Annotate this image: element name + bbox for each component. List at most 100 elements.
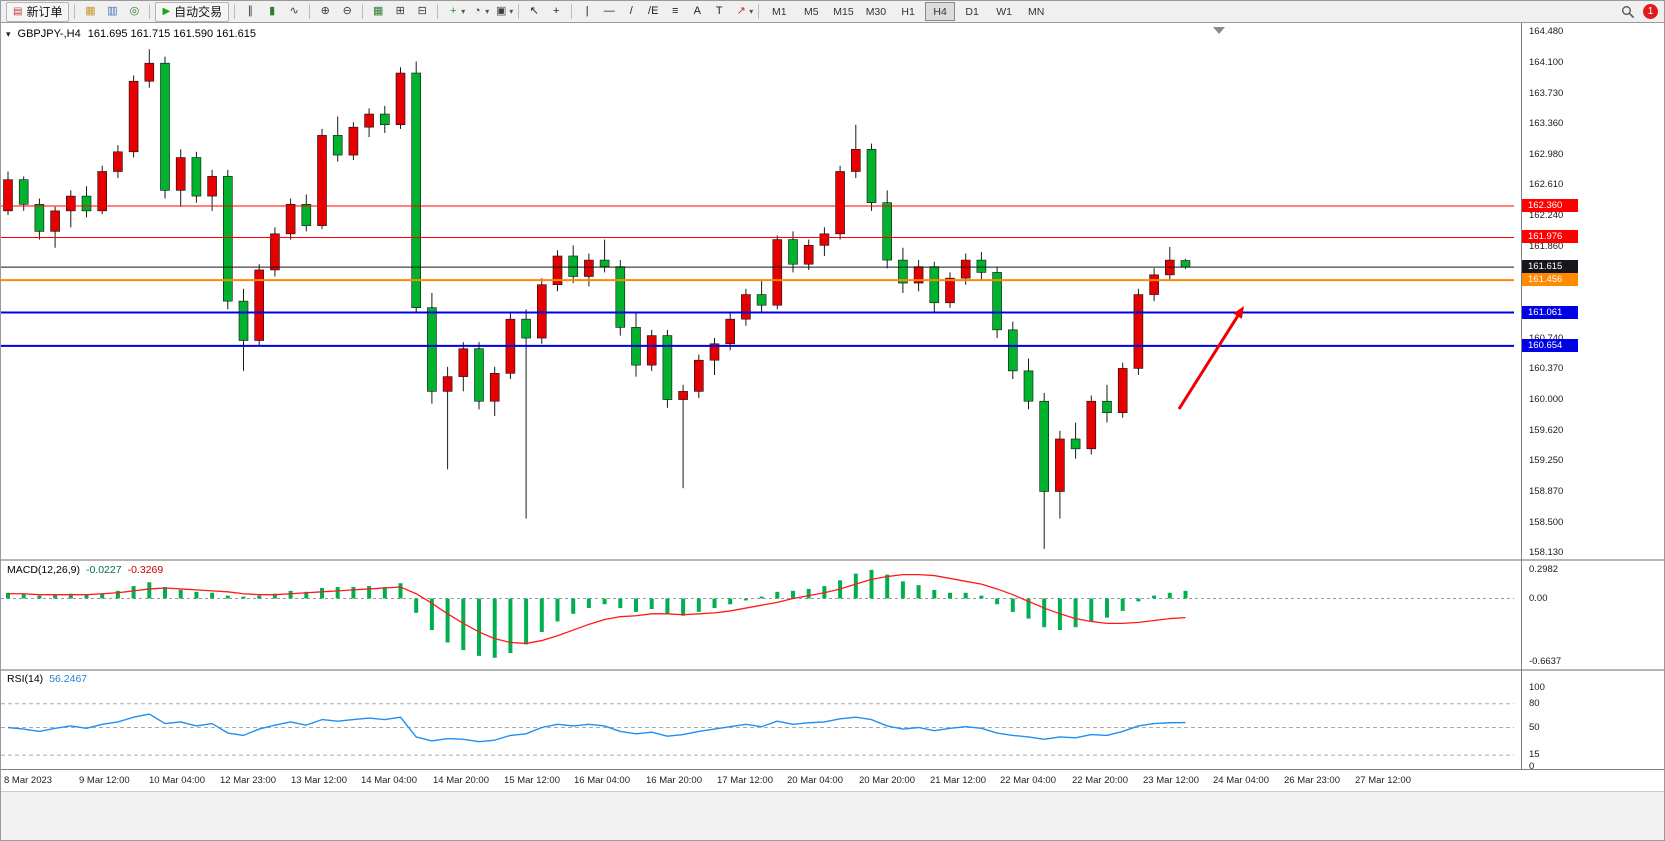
rsi-value: 56.2467	[49, 673, 88, 685]
time-axis-label: 23 Mar 12:00	[1143, 775, 1199, 786]
bar-chart-icon[interactable]: ∥	[247, 5, 253, 17]
price-axis-label: 158.500	[1529, 516, 1564, 528]
rsi-axis-label: 100	[1529, 682, 1545, 693]
cursor-icon[interactable]: ↖	[529, 5, 539, 17]
navigator-icon[interactable]: ◎	[129, 5, 140, 17]
toolbar-separator	[571, 4, 573, 19]
timeframe-button-m15[interactable]: M15	[833, 5, 854, 18]
time-axis-label: 16 Mar 04:00	[574, 775, 630, 786]
rsi-axis-label: 80	[1529, 697, 1540, 709]
zoom-out-icon[interactable]: ⊖	[342, 5, 352, 17]
price-axis-label: 160.370	[1529, 363, 1564, 375]
rsi-line	[7, 713, 1186, 743]
dropdown-caret-icon: ▾	[749, 7, 754, 16]
toolbar-separator	[758, 4, 760, 19]
panel-separator[interactable]	[1, 559, 1664, 561]
rsi-axis-label: 50	[1529, 721, 1540, 733]
time-axis-label: 13 Mar 12:00	[291, 775, 347, 786]
price-axis-label: 164.480	[1529, 26, 1564, 37]
time-axis-label: 16 Mar 20:00	[646, 775, 702, 786]
price-tag-161.976: 161.976	[1522, 230, 1578, 244]
time-axis-label: 14 Mar 20:00	[433, 775, 489, 786]
rsi-title: RSI(14) 56.2467	[7, 673, 87, 685]
time-axis[interactable]: 8 Mar 2023 9 Mar 12:00 10 Mar 04:00 12 Mar …	[1, 769, 1664, 792]
notification-badge[interactable]: 1	[1643, 4, 1658, 19]
search-icon[interactable]	[1618, 3, 1638, 21]
timeframe-button-h4[interactable]: H4	[925, 2, 956, 21]
candlestick-chart-icon[interactable]: ▮	[269, 5, 276, 17]
macd-plot[interactable]	[1, 561, 1521, 669]
main-chart-plot[interactable]	[1, 23, 1521, 559]
indicators-icon[interactable]: +	[449, 5, 457, 17]
toolbar-separator	[437, 4, 439, 19]
time-axis-label: 10 Mar 04:00	[149, 775, 205, 786]
candles	[3, 49, 1191, 549]
toolbar-separator	[74, 4, 76, 19]
trendline-icon[interactable]: /	[629, 5, 633, 17]
time-axis-label: 24 Mar 04:00	[1213, 775, 1269, 786]
timeframe-button-m1[interactable]: M1	[771, 5, 787, 18]
timeframe-button-m30[interactable]: M30	[865, 5, 887, 18]
tile-windows-icon[interactable]: ▦	[372, 5, 384, 17]
templates-icon[interactable]: ▣	[496, 5, 507, 17]
time-axis-label: 9 Mar 12:00	[79, 775, 130, 786]
macd-axis-label: -0.6637	[1529, 655, 1562, 667]
chart-shift-marker[interactable]	[1213, 27, 1225, 34]
time-axis-label: 8 Mar 2023	[4, 775, 53, 786]
zoom-in-icon[interactable]: ⊕	[320, 5, 330, 17]
crosshair-icon[interactable]: +	[553, 5, 560, 17]
macd-name: MACD(12,26,9)	[7, 564, 80, 576]
panel-separator[interactable]	[1, 669, 1664, 671]
horizontal-line-icon[interactable]: —	[603, 5, 615, 17]
symbol-period-label: GBPJPY-,H4	[17, 28, 81, 40]
rsi-axis-label: 15	[1529, 749, 1540, 761]
cascade-windows-icon[interactable]: ⊞	[395, 5, 405, 17]
price-axis-label: 163.360	[1529, 117, 1564, 129]
market-watch-icon[interactable]: ▦	[85, 5, 96, 17]
macd-signal-value: -0.3269	[127, 564, 164, 576]
price-tag-161.615: 161.615	[1522, 260, 1578, 274]
collapse-arrow-icon[interactable]: ▾	[6, 28, 11, 39]
vertical-line-icon[interactable]: |	[585, 5, 589, 17]
new-order-button[interactable]: ▤ 新订单	[6, 1, 70, 22]
line-chart-icon[interactable]: ∿	[289, 5, 299, 17]
rsi-plot[interactable]	[1, 671, 1521, 769]
time-axis-label: 21 Mar 12:00	[930, 775, 986, 786]
arrows-tool-icon[interactable]: ↗	[736, 5, 746, 17]
timeframe-button-m5[interactable]: M5	[803, 5, 819, 18]
price-axis-label: 161.860	[1529, 240, 1564, 252]
timeframe-button-d1[interactable]: D1	[965, 5, 979, 18]
timeframe-button-w1[interactable]: W1	[996, 5, 1012, 18]
time-axis-label: 22 Mar 20:00	[1072, 775, 1128, 786]
price-tag-162.360: 162.360	[1522, 198, 1578, 212]
price-tag-161.061: 161.061	[1522, 305, 1578, 319]
price-axis-label: 160.740	[1529, 333, 1563, 344]
macd-axis-label: 0.00	[1529, 592, 1548, 604]
dropdown-caret-icon: ▾	[485, 7, 490, 16]
auto-trading-button[interactable]: ▶ 自动交易	[155, 1, 230, 22]
trend-arrow[interactable]	[1177, 306, 1244, 410]
chart-title: ▾ GBPJPY-,H4 161.695 161.715 161.590 161…	[6, 28, 256, 40]
rsi-name: RSI(14)	[7, 673, 44, 685]
price-axis[interactable]: 164.480 164.100 163.730 163.360 162.980 162.6…	[1522, 1, 1664, 791]
fibonacci-icon[interactable]: ≡	[672, 5, 679, 17]
text-icon[interactable]: A	[693, 5, 701, 17]
equidistant-channel-icon[interactable]: /E	[648, 5, 659, 17]
play-icon: ▶	[162, 5, 171, 17]
label-icon[interactable]: T	[715, 5, 723, 17]
timeframe-button-mn[interactable]: MN	[1027, 5, 1045, 18]
data-window-icon[interactable]: ▥	[107, 5, 118, 17]
dropdown-caret-icon: ▾	[509, 7, 514, 16]
price-tag-160.654: 160.654	[1522, 338, 1578, 352]
periods-icon[interactable]: ◔	[473, 5, 481, 17]
ohlc-values: 161.695 161.715 161.590 161.615	[87, 28, 256, 40]
toolbar-separator	[309, 4, 311, 19]
price-axis-label: 159.250	[1529, 455, 1564, 467]
price-axis-label: 158.870	[1529, 486, 1564, 498]
arrange-windows-icon[interactable]: ⊟	[417, 5, 427, 17]
toolbar: ▤ 新订单 ▦ ▥ ◎ ▶ 自动交易 ∥ ▮ ∿ ⊕ ⊖ ▦ ⊞ ⊟ + ▾ ◔ ▾ ▣ ▾ ↖ + | — //E ≡ A T ↗ ▾ M1…	[1, 1, 1664, 23]
timeframe-button-h1[interactable]: H1	[901, 5, 915, 18]
new-order-icon: ▤	[13, 5, 23, 17]
price-axis-label: 159.620	[1529, 424, 1564, 436]
